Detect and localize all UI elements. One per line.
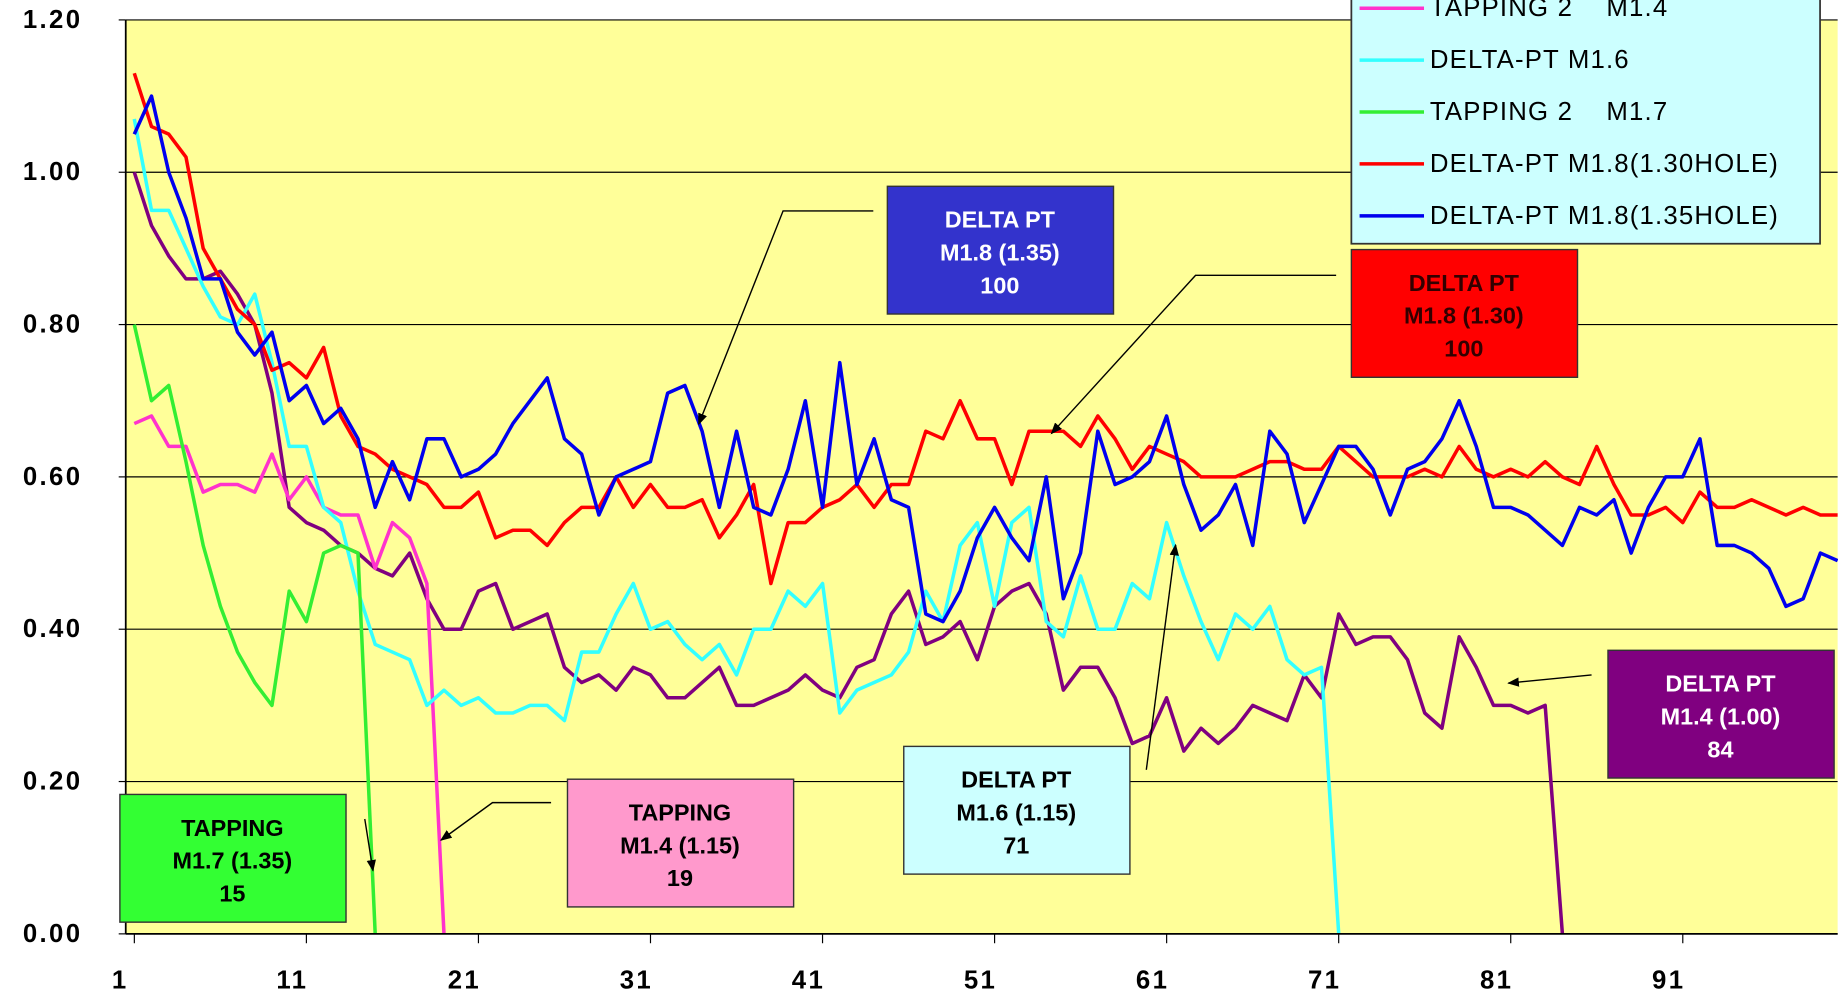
annotation-text: M1.4 (1.00) <box>1661 703 1781 729</box>
annotation-arrow <box>1050 274 1337 435</box>
legend-label: TAPPING 2 M1.4 <box>1430 0 1669 22</box>
x-tick-label: 21 <box>448 967 481 995</box>
annotation-text: M1.7 (1.35) <box>172 848 292 874</box>
annotation-text: DELTA PT <box>1409 270 1520 296</box>
series-line <box>133 414 446 934</box>
annotation-text: M1.4 (1.15) <box>620 832 740 858</box>
x-tick-label: 41 <box>792 967 825 995</box>
y-tick-label: 0.20 <box>23 768 83 796</box>
x-tick-label: 81 <box>1480 967 1513 995</box>
annotations: DELTA PT M1.8 (1.35) 100 DELTA PT M1.8 (1.30… <box>119 185 1835 923</box>
x-tick-label: 31 <box>620 967 653 995</box>
x-tick-label: 11 <box>276 967 308 995</box>
annotation-arrow <box>1145 543 1179 770</box>
annotation-text: DELTA PT <box>961 767 1072 793</box>
annotation-box <box>1350 248 1579 378</box>
x-tick-label: 91 <box>1652 967 1685 995</box>
x-tick-label: 61 <box>1136 967 1169 995</box>
legend: TAPPING 2 M1.4 DELTA-PT M1.6 TAPPING 2 M1.… <box>1350 0 1821 245</box>
series-line <box>132 118 1341 934</box>
annotation-text: 19 <box>667 865 693 891</box>
y-tick-label: 0.40 <box>23 615 83 643</box>
y-tick-label: 1.00 <box>23 158 83 186</box>
y-tick-label: 0.00 <box>23 920 83 948</box>
annotation-arrow <box>364 818 376 872</box>
y-tick-label: 1.20 <box>23 6 83 34</box>
y-tick-label: 0.80 <box>23 311 83 339</box>
annotation-text: TAPPING <box>629 800 731 826</box>
series-line <box>132 72 1838 586</box>
legend-label: DELTA-PT M1.8(1.35HOLE) <box>1430 202 1779 230</box>
legend-label: TAPPING 2 M1.7 <box>1430 98 1669 126</box>
annotation-text: DELTA PT <box>1665 671 1776 697</box>
annotation-arrow <box>439 801 552 841</box>
annotation-text: DELTA PT <box>945 207 1056 233</box>
legend-label: DELTA-PT M1.6 <box>1430 46 1630 74</box>
annotation-arrow <box>698 210 874 426</box>
y-tick-label: 0.60 <box>23 463 83 491</box>
annotation-text: 100 <box>1444 336 1483 362</box>
annotation-box <box>903 745 1131 875</box>
annotation-box <box>119 793 347 923</box>
annotation-text: 84 <box>1707 736 1733 762</box>
annotation-text: M1.8 (1.35) <box>940 239 1060 265</box>
annotation-text: 71 <box>1003 832 1029 858</box>
annotation-box <box>1607 649 1835 779</box>
series-line <box>132 94 1838 624</box>
annotation-text: M1.8 (1.30) <box>1404 303 1524 329</box>
lines <box>132 72 1838 935</box>
series-line <box>132 324 377 934</box>
x-tick-label: 51 <box>964 967 997 995</box>
annotation-text: TAPPING <box>181 815 283 841</box>
series-line <box>132 171 1565 935</box>
annotation-box <box>886 185 1115 315</box>
legend-box <box>1350 0 1821 245</box>
annotation-arrow <box>1507 674 1592 687</box>
annotation-text: 100 <box>980 272 1019 298</box>
annotation-box <box>566 778 795 908</box>
legend-label: DELTA-PT M1.8(1.30HOLE) <box>1430 150 1779 178</box>
ticks: 0.000.200.400.600.801.001.201 11 21 31 41 51 6… <box>23 6 1685 995</box>
annotation-text: M1.6 (1.15) <box>956 800 1076 826</box>
annotation-text: 15 <box>219 880 245 906</box>
x-tick-label: 71 <box>1308 967 1341 995</box>
x-tick-label: 1 <box>112 967 129 995</box>
